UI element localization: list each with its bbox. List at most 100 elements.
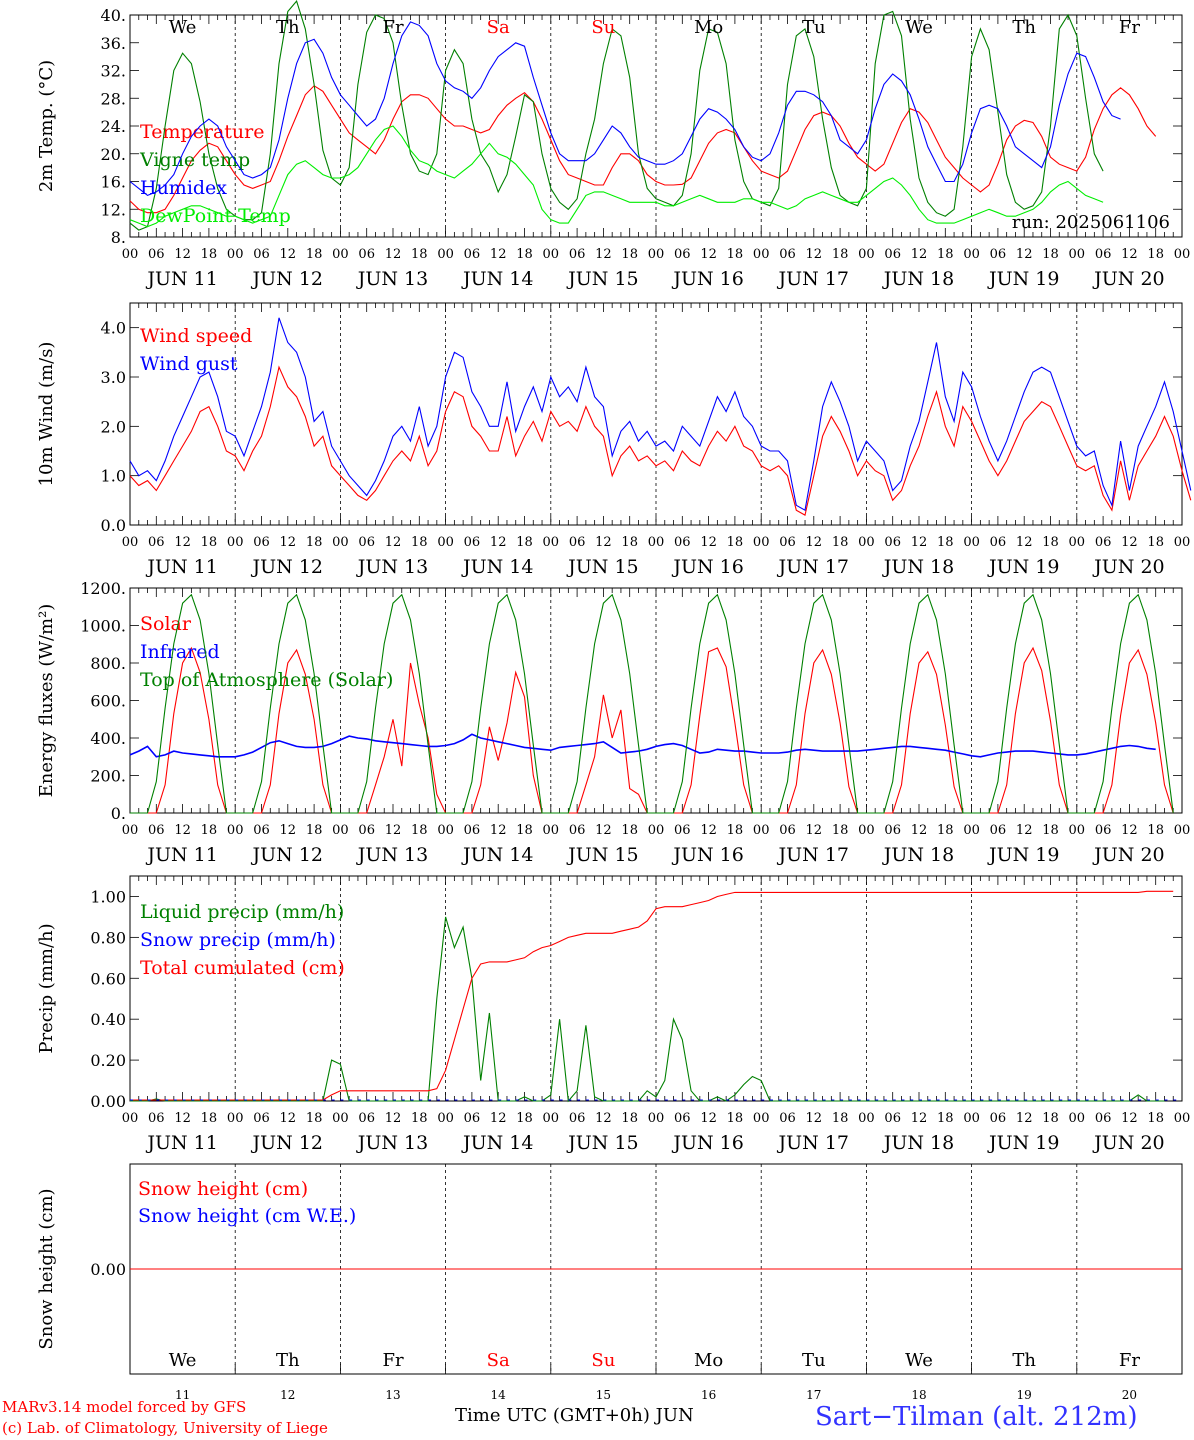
date-label: JUN 15 (566, 268, 638, 290)
hour-tick-label: 00 (332, 535, 349, 550)
hour-tick-label: 18 (832, 823, 849, 838)
hour-tick-label: 06 (569, 823, 586, 838)
hour-tick-label: 18 (1042, 823, 1059, 838)
weekday-label: Sa (487, 1350, 510, 1371)
date-label: JUN 12 (251, 1132, 323, 1154)
y-tick-label: 0.00 (90, 1260, 126, 1279)
hour-tick-label: 00 (1174, 823, 1191, 838)
y-tick-label: 24. (101, 117, 126, 136)
hour-tick-label: 00 (648, 1111, 665, 1126)
hour-tick-label: 12 (595, 247, 612, 262)
hour-tick-label: 06 (358, 535, 375, 550)
series-line-2 (129, 733, 1156, 758)
y-tick-label: 0.80 (90, 928, 126, 947)
station-name: Sart−Tilman (alt. 212m) (815, 1402, 1138, 1432)
day-number: 16 (701, 1388, 716, 1402)
hour-tick-label: 06 (1095, 535, 1112, 550)
hour-tick-label: 18 (1147, 247, 1164, 262)
hour-tick-label: 18 (1147, 823, 1164, 838)
date-label: JUN 15 (566, 844, 638, 866)
date-label: JUN 12 (251, 268, 323, 290)
y-tick-label: 200. (90, 767, 126, 786)
weekday-label: Tu (802, 17, 826, 38)
hour-tick-label: 18 (1147, 535, 1164, 550)
date-label: JUN 12 (251, 556, 323, 578)
hour-tick-label: 12 (385, 247, 402, 262)
hour-tick-label: 12 (806, 535, 823, 550)
date-label: JUN 18 (882, 268, 954, 290)
x-axis-month: JUN (655, 1405, 694, 1426)
hour-tick-label: 18 (621, 247, 638, 262)
hour-tick-label: 12 (700, 247, 717, 262)
hour-tick-label: 00 (1069, 823, 1086, 838)
series-line-1 (130, 916, 1165, 1103)
weekday-label: Su (591, 17, 615, 38)
hour-tick-label: 00 (753, 535, 770, 550)
weekday-label: Th (1012, 17, 1036, 38)
hour-tick-label: 18 (306, 247, 323, 262)
hour-tick-label: 00 (332, 247, 349, 262)
hour-tick-label: 06 (148, 1111, 165, 1126)
y-tick-label: 800. (90, 654, 126, 673)
hour-tick-label: 06 (779, 1111, 796, 1126)
hour-tick-label: 06 (253, 823, 270, 838)
weekday-label: Th (1012, 1350, 1036, 1371)
date-label: JUN 11 (145, 844, 217, 866)
panel-1: 8. 12. 16. 20. 24. 28. 32. 36. 40. 2m Temp. (°C) T… (36, 0, 1190, 290)
y-tick-label: 16. (101, 173, 126, 192)
hour-tick-label: 18 (621, 535, 638, 550)
day-number: 20 (1122, 1388, 1137, 1402)
hour-tick-label: 12 (1121, 247, 1138, 262)
day-number: 17 (806, 1388, 821, 1402)
legend-entry-2: Snow height (cm W.E.) (138, 1205, 356, 1227)
hour-tick-label: 00 (543, 823, 560, 838)
hour-tick-label: 00 (648, 823, 665, 838)
hour-tick-label: 00 (332, 823, 349, 838)
y-tick-label: 0.40 (90, 1010, 126, 1029)
hour-tick-label: 18 (306, 1111, 323, 1126)
hour-tick-label: 12 (911, 1111, 928, 1126)
plot-frame (129, 587, 1183, 814)
date-label: JUN 16 (671, 556, 743, 578)
hour-tick-label: 00 (858, 535, 875, 550)
legend-entry-3: Total cumulated (cm) (140, 957, 345, 979)
hour-tick-label: 00 (1069, 1111, 1086, 1126)
series-line-1 (129, 85, 1157, 214)
hour-tick-label: 06 (464, 1111, 481, 1126)
hour-tick-label: 12 (806, 823, 823, 838)
date-label: JUN 13 (356, 268, 428, 290)
hour-tick-label: 00 (753, 823, 770, 838)
series-line-3 (130, 593, 1174, 814)
date-label: JUN 18 (882, 556, 954, 578)
hour-tick-label: 18 (832, 247, 849, 262)
weekday-label: We (169, 17, 197, 38)
date-label: JUN 16 (671, 844, 743, 866)
hour-tick-label: 12 (595, 1111, 612, 1126)
hour-tick-label: 12 (490, 247, 507, 262)
hour-tick-label: 00 (753, 247, 770, 262)
hour-tick-label: 12 (280, 823, 297, 838)
hour-tick-label: 12 (700, 1111, 717, 1126)
hour-tick-label: 18 (1042, 247, 1059, 262)
weekday-label: Fr (1119, 1350, 1140, 1371)
hour-tick-label: 12 (595, 535, 612, 550)
day-number: 12 (280, 1388, 295, 1402)
series-line-3 (129, 21, 1121, 197)
date-label: JUN 19 (987, 844, 1059, 866)
series-line-1 (129, 365, 1192, 516)
date-label: JUN 20 (1092, 268, 1164, 290)
weekday-label: We (905, 1350, 933, 1371)
hour-tick-label: 18 (411, 535, 428, 550)
hour-tick-label: 06 (1095, 1111, 1112, 1126)
hour-tick-label: 06 (464, 535, 481, 550)
hour-tick-label: 00 (122, 1111, 139, 1126)
hour-tick-label: 18 (306, 823, 323, 838)
hour-tick-label: 12 (174, 1111, 191, 1126)
hour-tick-label: 18 (201, 535, 218, 550)
hour-tick-label: 06 (148, 247, 165, 262)
y-tick-label: 1200. (80, 579, 126, 598)
hour-tick-label: 06 (674, 1111, 691, 1126)
date-label: JUN 17 (777, 844, 849, 866)
date-label: JUN 13 (356, 1132, 428, 1154)
date-label: JUN 19 (987, 268, 1059, 290)
